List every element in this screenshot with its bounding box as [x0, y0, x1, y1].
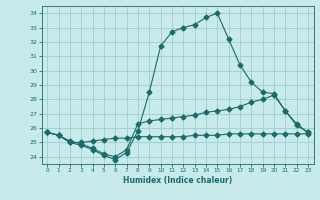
X-axis label: Humidex (Indice chaleur): Humidex (Indice chaleur)	[123, 176, 232, 185]
